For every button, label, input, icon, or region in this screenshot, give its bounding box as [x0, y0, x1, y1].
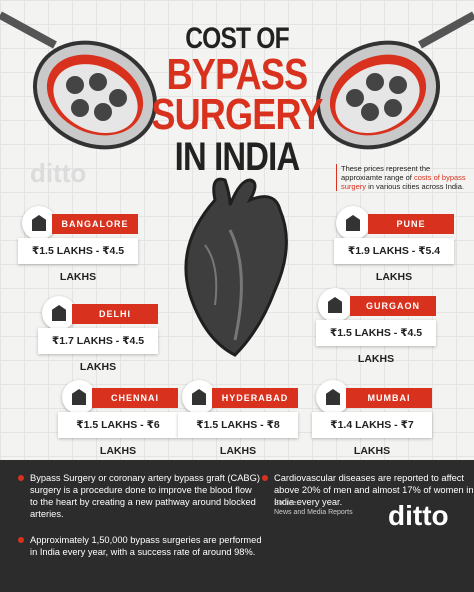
- city-price: ₹1.4 LAKHS - ₹7 LAKHS: [312, 412, 432, 457]
- note-highlight: costs of bypass surgery: [341, 173, 466, 191]
- title-line-2: BYPASS: [166, 50, 309, 99]
- facts-panel: Bypass Surgery or coronary artery bypass…: [0, 460, 474, 592]
- city-price: ₹1.7 LAKHS - ₹4.5 LAKHS: [38, 328, 158, 373]
- city-name: GURGAON: [350, 296, 436, 316]
- city-icon: [42, 296, 76, 330]
- city-icon: [182, 380, 216, 414]
- city-name: DELHI: [72, 304, 158, 324]
- city-icon: [336, 206, 370, 240]
- title-line-1: COST OF: [185, 22, 289, 55]
- city-price: ₹1.5 LAKHS - ₹8 LAKHS: [178, 412, 298, 457]
- note-text: These prices represent the approxiamte r…: [341, 164, 431, 182]
- city-card: GURGAON ₹1.5 LAKHS - ₹4.5 LAKHS: [316, 288, 436, 365]
- city-icon: [22, 206, 56, 240]
- watermark: ditto: [30, 158, 87, 188]
- city-name: PUNE: [368, 214, 454, 234]
- city-price: ₹1.9 LAKHS - ₹5.4 LAKHS: [334, 238, 454, 283]
- city-price: ₹1.5 LAKHS - ₹6 LAKHS: [58, 412, 178, 457]
- title-line-3: SURGERY: [151, 90, 323, 139]
- fact: Approximately 1,50,000 bypass surgeries …: [18, 534, 262, 558]
- heart-illustration: [184, 177, 288, 357]
- city-card: HYDERABAD ₹1.5 LAKHS - ₹8 LAKHS: [178, 380, 298, 457]
- city-icon: [62, 380, 96, 414]
- city-name: HYDERABAD: [212, 388, 298, 408]
- city-card: BANGALORE ₹1.5 LAKHS - ₹4.5 LAKHS: [18, 206, 138, 283]
- city-card: PUNE ₹1.9 LAKHS - ₹5.4 LAKHS: [334, 206, 454, 283]
- note-text: in various cities across India.: [368, 182, 464, 191]
- city-card: CHENNAI ₹1.5 LAKHS - ₹6 LAKHS: [58, 380, 178, 457]
- source-text: News and Media Reports: [274, 509, 353, 516]
- fact: Bypass Surgery or coronary artery bypass…: [18, 472, 262, 520]
- city-card: DELHI ₹1.7 LAKHS - ₹4.5 LAKHS: [38, 296, 158, 373]
- title-line-4: IN INDIA: [174, 135, 300, 179]
- brand-logo: ditto: [388, 500, 449, 531]
- city-icon: [318, 288, 352, 322]
- lamp-left: [0, 11, 158, 150]
- city-name: MUMBAI: [346, 388, 432, 408]
- city-price: ₹1.5 LAKHS - ₹4.5 LAKHS: [18, 238, 138, 283]
- source-label: Source:: [274, 500, 299, 507]
- city-price: ₹1.5 LAKHS - ₹4.5 LAKHS: [316, 320, 436, 365]
- city-name: BANGALORE: [52, 214, 138, 234]
- city-card: MUMBAI ₹1.4 LAKHS - ₹7 LAKHS: [312, 380, 432, 457]
- lamp-right: [315, 11, 474, 150]
- note: These prices represent the approxiamte r…: [336, 164, 473, 191]
- fact: Cardiovascular diseases are reported to …: [262, 472, 474, 508]
- city-icon: [316, 380, 350, 414]
- city-name: CHENNAI: [92, 388, 178, 408]
